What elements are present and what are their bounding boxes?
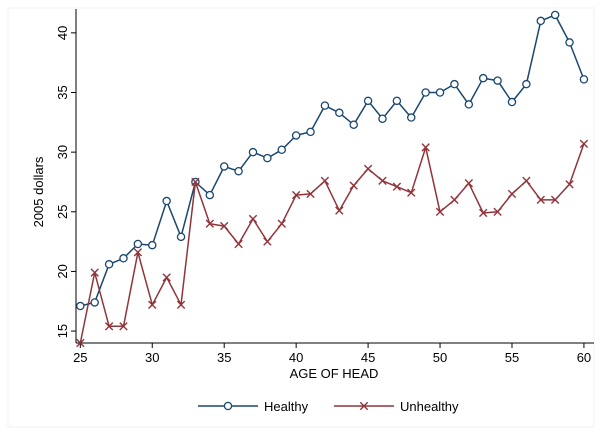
data-point-healthy <box>464 100 474 109</box>
data-point-unhealthy <box>104 322 114 331</box>
x-tick-label: 45 <box>361 350 375 365</box>
x-tick-label: 30 <box>145 350 159 365</box>
y-tick-label: 15 <box>55 324 70 338</box>
data-point-unhealthy <box>234 239 243 249</box>
legend-label-healthy: Healthy <box>264 399 309 414</box>
data-point-unhealthy <box>176 300 186 310</box>
data-point-unhealthy <box>421 143 430 152</box>
plot-frame <box>7 7 595 428</box>
x-tick-label: 35 <box>217 350 231 365</box>
x-tick-label: 55 <box>505 350 519 365</box>
data-point-unhealthy <box>220 221 229 231</box>
legend: Healthy Unhealthy <box>198 399 459 414</box>
y-tick-label: 25 <box>55 205 70 219</box>
data-point-unhealthy <box>335 206 344 215</box>
legend-label-unhealthy: Unhealthy <box>400 399 459 414</box>
data-point-healthy <box>550 10 560 20</box>
data-point-unhealthy <box>291 190 301 200</box>
data-point-unhealthy <box>205 219 215 228</box>
data-point-healthy <box>349 120 358 129</box>
data-point-unhealthy <box>493 207 502 216</box>
data-point-unhealthy <box>464 178 474 188</box>
data-point-unhealthy <box>133 248 143 257</box>
data-point-healthy <box>421 88 430 97</box>
data-point-unhealthy <box>363 164 373 174</box>
data-point-unhealthy <box>479 208 488 218</box>
data-point-healthy <box>306 127 315 137</box>
data-point-healthy <box>493 76 502 85</box>
y-tick-label: 30 <box>55 145 70 159</box>
data-point-healthy <box>234 166 243 176</box>
data-point-healthy <box>407 113 416 122</box>
data-point-unhealthy <box>263 237 272 246</box>
x-tick-label: 25 <box>73 350 87 365</box>
data-point-healthy <box>291 131 301 140</box>
legend-marker-healthy <box>223 401 233 411</box>
series-line-healthy <box>80 14 585 307</box>
data-point-unhealthy <box>248 214 258 224</box>
data-point-unhealthy <box>306 189 315 199</box>
series-layer <box>76 10 589 348</box>
x-tick-label: 60 <box>577 350 591 365</box>
data-point-healthy <box>579 75 589 84</box>
data-point-unhealthy <box>277 219 286 228</box>
data-point-unhealthy <box>579 139 589 148</box>
x-tick-label: 50 <box>433 350 447 365</box>
x-tick-label: 40 <box>289 350 303 365</box>
data-point-unhealthy <box>507 189 517 199</box>
data-point-healthy <box>133 239 143 249</box>
axes: 25 30 35 40 45 50 55 60 15 20 25 30 35 40 <box>55 9 594 365</box>
data-point-healthy <box>176 232 186 242</box>
y-tick-label: 40 <box>55 26 70 40</box>
y-axis-label: 2005 dollars <box>31 156 46 227</box>
data-point-unhealthy <box>392 182 402 191</box>
data-point-healthy <box>148 240 157 250</box>
data-point-unhealthy <box>378 176 387 185</box>
data-point-healthy <box>119 254 128 263</box>
data-point-unhealthy <box>435 207 445 216</box>
data-point-healthy <box>248 147 258 157</box>
data-point-unhealthy <box>536 195 545 205</box>
data-point-healthy <box>263 153 272 163</box>
data-point-unhealthy <box>522 176 531 185</box>
data-point-unhealthy <box>162 273 171 282</box>
legend-marker-unhealthy <box>359 401 369 411</box>
data-point-unhealthy <box>349 181 358 190</box>
data-point-healthy <box>320 101 330 110</box>
data-point-healthy <box>392 96 402 106</box>
data-point-unhealthy <box>119 322 128 331</box>
data-point-unhealthy <box>407 188 416 197</box>
data-point-healthy <box>378 114 387 123</box>
data-point-healthy <box>90 298 99 307</box>
data-point-unhealthy <box>450 195 459 205</box>
data-point-healthy <box>565 38 574 47</box>
data-point-healthy <box>435 88 445 97</box>
data-point-healthy <box>335 108 344 118</box>
data-point-unhealthy <box>148 300 157 310</box>
data-point-unhealthy <box>191 177 200 187</box>
data-point-healthy <box>522 79 531 89</box>
data-point-healthy <box>219 162 229 171</box>
data-point-unhealthy <box>76 338 85 348</box>
data-point-healthy <box>205 190 215 200</box>
data-point-healthy <box>363 96 373 106</box>
data-point-healthy <box>76 301 85 311</box>
data-point-healthy <box>162 196 171 206</box>
data-point-healthy <box>536 16 546 26</box>
data-point-unhealthy <box>320 176 330 185</box>
data-point-healthy <box>450 79 459 89</box>
data-point-unhealthy <box>565 180 574 189</box>
data-point-healthy <box>507 97 517 107</box>
data-point-unhealthy <box>550 195 560 205</box>
y-tick-label: 20 <box>55 264 70 278</box>
y-tick-label: 35 <box>55 85 70 99</box>
data-point-healthy <box>277 145 287 155</box>
data-point-healthy <box>478 73 488 83</box>
data-point-healthy <box>104 260 114 269</box>
x-axis-label: AGE OF HEAD <box>290 366 379 381</box>
data-point-unhealthy <box>90 268 99 277</box>
